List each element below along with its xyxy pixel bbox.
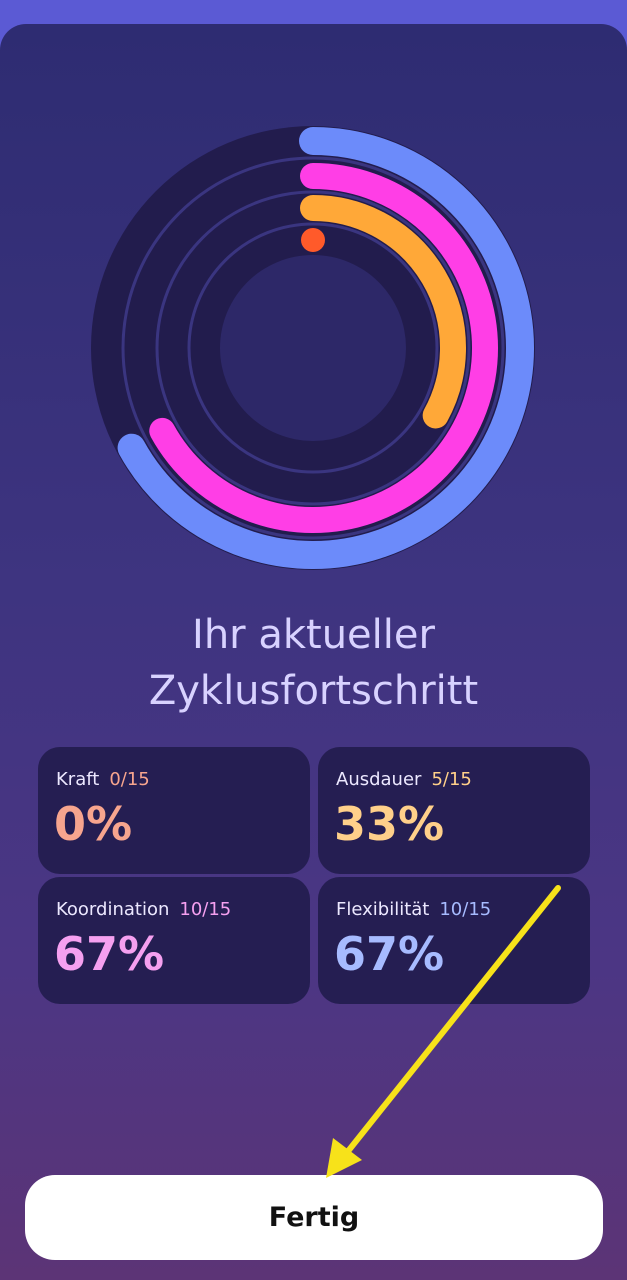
ring-progress <box>117 127 534 569</box>
title-line: Ihr aktueller <box>192 612 435 658</box>
stat-count: 10/15 <box>179 899 232 920</box>
stat-percent: 67% <box>334 927 445 981</box>
ring-track <box>187 222 439 474</box>
stat-label: Flexibilität 10/15 <box>336 899 491 920</box>
stat-percent: 67% <box>54 927 165 981</box>
title-line: Zyklusfortschritt <box>148 668 479 714</box>
ring-progress <box>300 195 466 429</box>
ring-chart <box>91 126 535 570</box>
stat-card: Flexibilität 10/15 67% <box>318 877 590 1004</box>
stat-name: Koordination <box>56 899 170 920</box>
stat-percent: 0% <box>54 797 133 851</box>
stat-percent: 33% <box>334 797 445 851</box>
ring-track <box>121 156 505 540</box>
stat-count: 5/15 <box>431 769 472 790</box>
stat-count: 10/15 <box>439 899 492 920</box>
ring-progress <box>301 228 325 252</box>
stat-card: Ausdauer 5/15 33% <box>318 747 590 874</box>
done-button[interactable]: Fertig <box>25 1175 603 1260</box>
stat-name: Ausdauer <box>336 769 422 790</box>
stat-name: Kraft <box>56 769 100 790</box>
stat-label: Ausdauer 5/15 <box>336 769 472 790</box>
stat-count: 0/15 <box>109 769 150 790</box>
stat-card: Koordination 10/15 67% <box>38 877 310 1004</box>
stat-name: Flexibilität <box>336 899 430 920</box>
stat-label: Koordination 10/15 <box>56 899 231 920</box>
ring-center <box>220 255 406 441</box>
stat-label: Kraft 0/15 <box>56 769 150 790</box>
ring-progress <box>149 163 498 533</box>
ring-track <box>155 190 471 506</box>
stat-card: Kraft 0/15 0% <box>38 747 310 874</box>
